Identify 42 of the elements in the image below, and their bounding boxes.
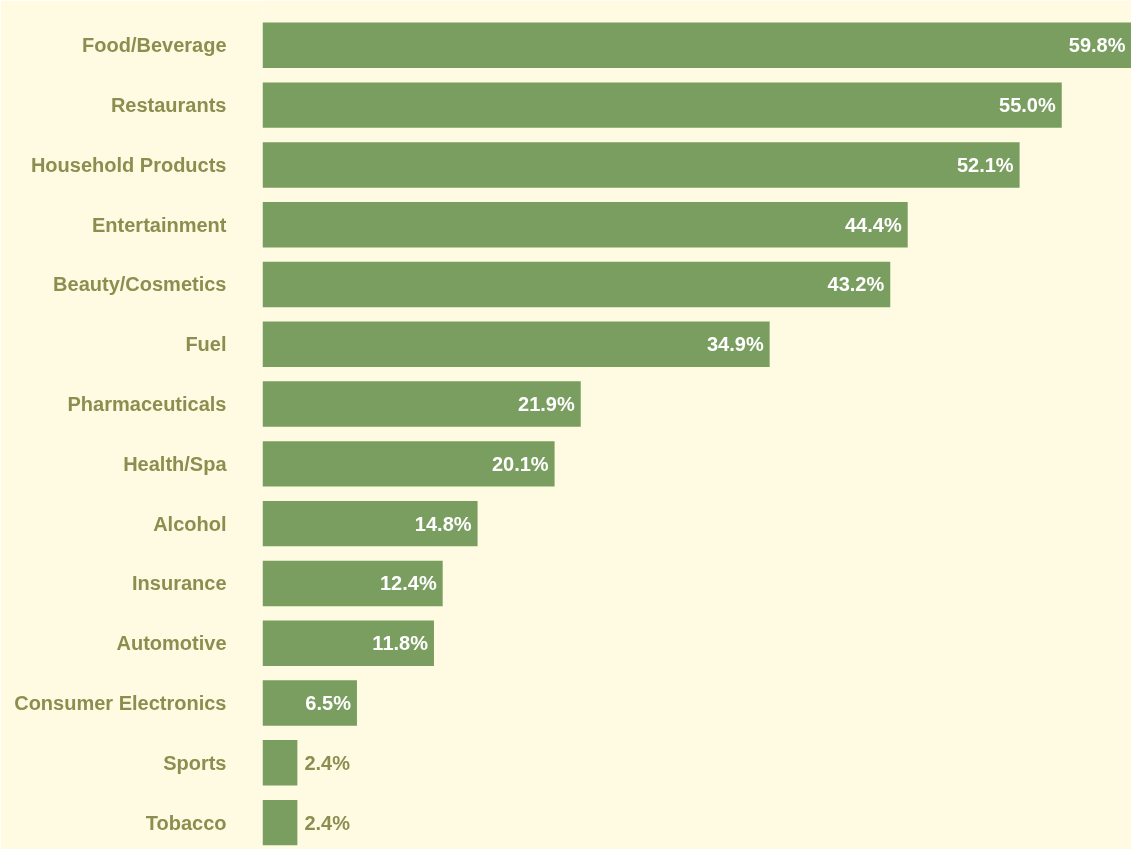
bar: [262, 261, 891, 308]
bar: [262, 142, 1020, 188]
bar: [262, 680, 357, 726]
data-label: 20.1%: [491, 452, 549, 475]
y-tick-label: Insurance: [132, 572, 227, 595]
data-label: 43.2%: [827, 273, 885, 296]
data-label: 12.4%: [379, 572, 437, 595]
bar: [262, 740, 298, 786]
bar: [262, 321, 770, 367]
data-label: 11.8%: [372, 632, 429, 655]
bar: [262, 82, 1062, 128]
y-tick-label: Alcohol: [153, 512, 227, 535]
data-label: 52.1%: [956, 153, 1014, 176]
y-tick-label: Fuel: [185, 333, 227, 356]
y-tick-label: Beauty/Cosmetics: [53, 273, 227, 296]
data-label: 59.8%: [1068, 34, 1126, 57]
bar: [262, 500, 478, 547]
y-tick-label: Restaurants: [110, 94, 227, 117]
bar: [262, 799, 298, 846]
y-tick-label: Entertainment: [92, 213, 227, 236]
data-label: 55.0%: [999, 94, 1056, 117]
bar: [262, 201, 908, 248]
data-label: 21.9%: [518, 393, 575, 416]
bar: [262, 560, 443, 607]
y-tick-label: Pharmaceuticals: [67, 393, 227, 416]
data-label: 14.8%: [414, 512, 472, 535]
data-label: 44.4%: [845, 213, 902, 236]
bar: [262, 620, 434, 666]
y-tick-label: Automotive: [116, 632, 227, 655]
bar: [262, 441, 555, 487]
bar: [262, 22, 1131, 69]
y-tick-label: Food/Beverage: [82, 34, 227, 57]
y-tick-label: Household Products: [30, 153, 227, 176]
data-label: 2.4%: [304, 751, 351, 774]
data-label: 6.5%: [305, 692, 352, 715]
y-tick-label: Tobacco: [145, 811, 227, 834]
y-tick-label: Consumer Electronics: [14, 692, 227, 715]
data-label: 2.4%: [304, 811, 351, 834]
bar: [262, 381, 581, 427]
y-tick-label: Sports: [163, 751, 227, 774]
data-label: 34.9%: [706, 333, 764, 356]
y-tick-label: Health/Spa: [123, 452, 228, 475]
